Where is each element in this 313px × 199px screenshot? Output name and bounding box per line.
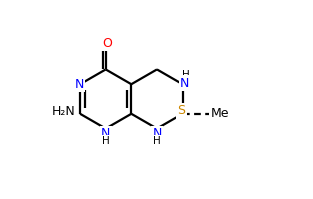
Text: N: N xyxy=(180,77,189,90)
Text: O: O xyxy=(102,37,112,50)
Text: H₂N: H₂N xyxy=(51,105,75,118)
Text: Me: Me xyxy=(211,107,230,120)
Text: N: N xyxy=(101,127,110,140)
Text: H: H xyxy=(182,70,189,80)
Text: H: H xyxy=(153,136,161,146)
Text: H: H xyxy=(102,136,110,146)
Text: N: N xyxy=(74,78,84,91)
Text: S: S xyxy=(177,104,186,117)
Text: N: N xyxy=(152,127,162,140)
